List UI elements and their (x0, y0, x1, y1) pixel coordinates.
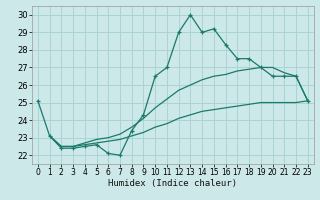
X-axis label: Humidex (Indice chaleur): Humidex (Indice chaleur) (108, 179, 237, 188)
